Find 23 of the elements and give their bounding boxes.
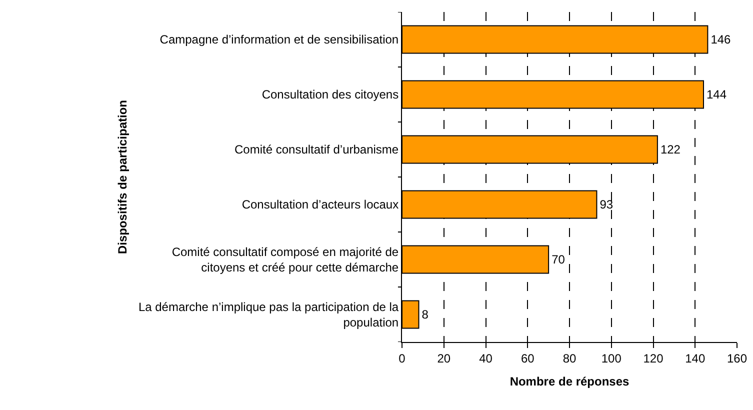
y-tick-label: Consultation d’acteurs locaux xyxy=(242,198,399,212)
x-tick-label: 140 xyxy=(685,351,706,366)
x-tick-label: 100 xyxy=(601,351,622,366)
x-axis-title: Nombre de réponses xyxy=(510,374,630,388)
y-tick-label: Consultation des citoyens xyxy=(262,88,399,102)
data-label: 70 xyxy=(552,252,566,266)
x-tick-label: 120 xyxy=(643,351,664,366)
data-label: 93 xyxy=(600,198,614,212)
y-tick-label: Comité consultatif d’urbanisme xyxy=(234,142,399,157)
y-axis-title: Dispositifs de participation xyxy=(116,100,130,254)
y-tick-label: La démarche n’implique pas la participation de la population xyxy=(138,300,399,330)
data-label: 122 xyxy=(660,142,681,156)
x-tick-label: 40 xyxy=(479,351,493,366)
x-tick-label: 80 xyxy=(562,351,576,366)
x-tick-label: 60 xyxy=(520,351,535,366)
x-tick-label: 0 xyxy=(398,351,406,366)
data-label: 146 xyxy=(710,32,732,46)
x-tick-label: 160 xyxy=(726,351,748,366)
y-tick-label: Comité consultatif composé en majorité de citoyens et créé pour cette démarche xyxy=(172,244,399,274)
data-label: 8 xyxy=(422,308,429,322)
x-tick-label: 20 xyxy=(437,351,451,366)
data-label: 144 xyxy=(706,88,727,102)
y-tick-label: Campagne d’information et de sensibilisation xyxy=(160,32,399,47)
